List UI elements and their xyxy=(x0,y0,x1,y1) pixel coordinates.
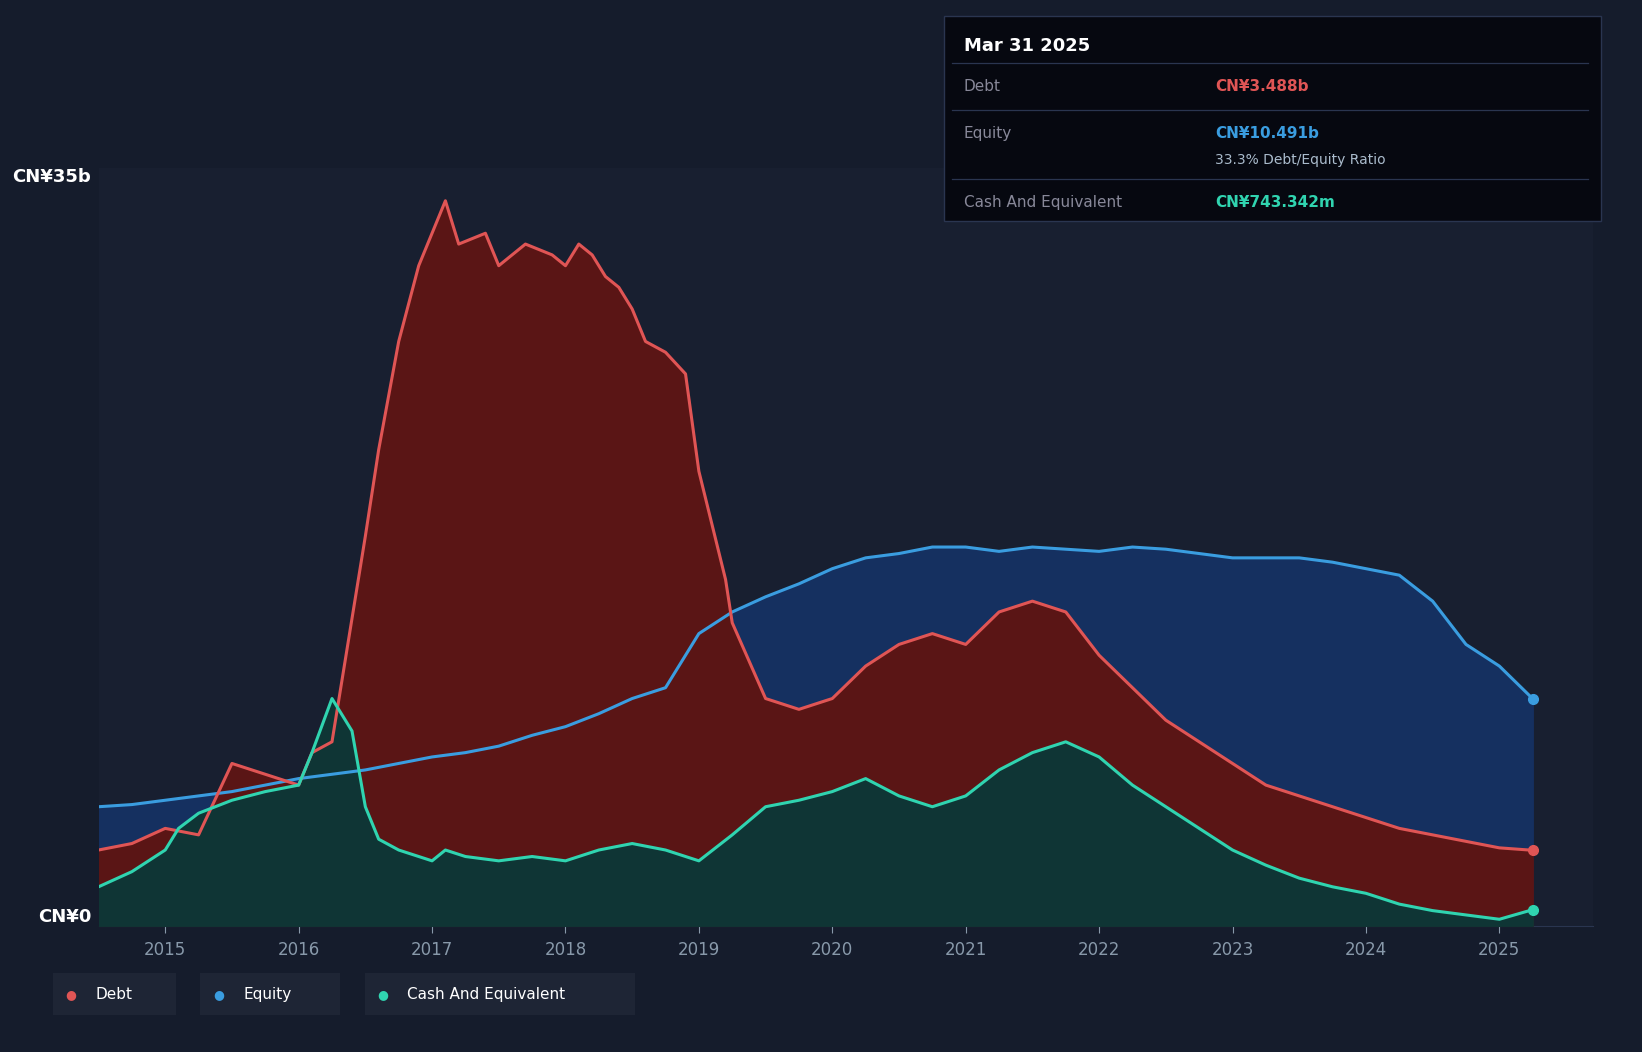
Text: Debt: Debt xyxy=(964,79,1002,94)
Text: 33.3% Debt/Equity Ratio: 33.3% Debt/Equity Ratio xyxy=(1215,153,1386,166)
Text: CN¥0: CN¥0 xyxy=(38,908,90,926)
Text: ●: ● xyxy=(213,988,225,1000)
Text: ●: ● xyxy=(66,988,77,1000)
Text: Equity: Equity xyxy=(964,126,1011,141)
Text: ●: ● xyxy=(378,988,389,1000)
Text: Cash And Equivalent: Cash And Equivalent xyxy=(964,195,1121,209)
Text: CN¥743.342m: CN¥743.342m xyxy=(1215,195,1335,209)
Text: Cash And Equivalent: Cash And Equivalent xyxy=(407,987,565,1002)
Text: CN¥10.491b: CN¥10.491b xyxy=(1215,126,1319,141)
Text: CN¥3.488b: CN¥3.488b xyxy=(1215,79,1309,94)
Text: Mar 31 2025: Mar 31 2025 xyxy=(964,37,1090,55)
Text: CN¥35b: CN¥35b xyxy=(11,168,90,186)
Text: Equity: Equity xyxy=(243,987,291,1002)
Text: Debt: Debt xyxy=(95,987,133,1002)
